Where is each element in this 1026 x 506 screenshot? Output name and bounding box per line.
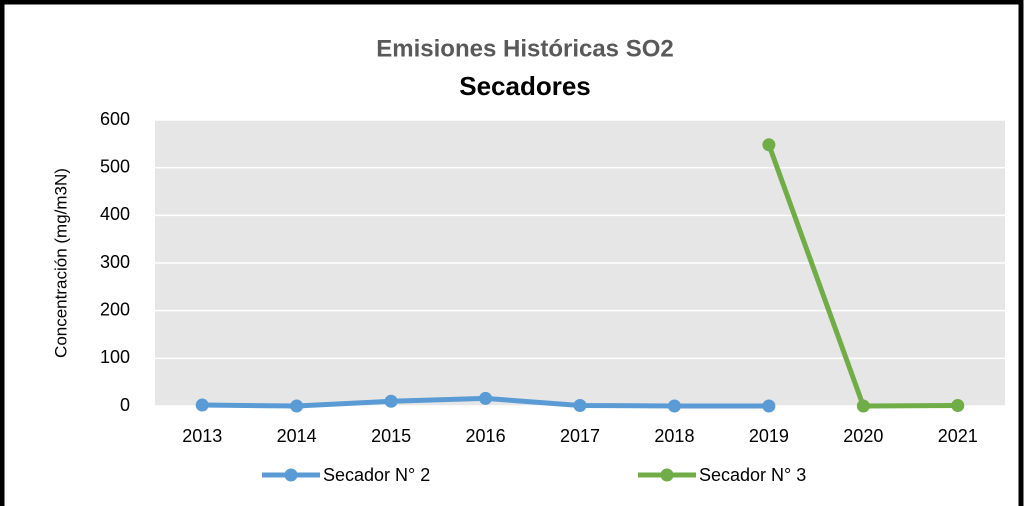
data-point bbox=[479, 391, 493, 405]
x-tick-label: 2014 bbox=[277, 426, 317, 446]
y-tick-label: 500 bbox=[100, 156, 130, 176]
y-axis-label: Concentración (mg/m3N) bbox=[51, 168, 70, 358]
x-tick-label: 2015 bbox=[371, 426, 411, 446]
legend-label: Secador N° 2 bbox=[323, 465, 430, 485]
data-point bbox=[573, 399, 587, 413]
chart-title: Emisiones Históricas SO2 bbox=[376, 35, 673, 62]
x-tick-label: 2021 bbox=[938, 426, 978, 446]
y-tick-label: 600 bbox=[100, 109, 130, 129]
y-tick-label: 100 bbox=[100, 347, 130, 367]
data-point bbox=[762, 399, 776, 413]
data-point bbox=[762, 138, 776, 152]
data-point bbox=[384, 394, 398, 408]
x-tick-label: 2017 bbox=[560, 426, 600, 446]
x-tick-label: 2020 bbox=[843, 426, 883, 446]
x-tick-label: 2018 bbox=[654, 426, 694, 446]
y-tick-label: 0 bbox=[120, 395, 130, 415]
legend-marker bbox=[284, 468, 298, 482]
chart-subtitle: Secadores bbox=[459, 71, 591, 101]
data-point bbox=[951, 399, 965, 413]
data-point bbox=[856, 399, 870, 413]
y-tick-label: 300 bbox=[100, 252, 130, 272]
y-tick-label: 200 bbox=[100, 299, 130, 319]
data-point bbox=[290, 399, 304, 413]
legend-marker bbox=[660, 468, 674, 482]
x-tick-label: 2013 bbox=[182, 426, 222, 446]
x-tick-label: 2016 bbox=[466, 426, 506, 446]
data-point bbox=[667, 399, 681, 413]
y-tick-label: 400 bbox=[100, 204, 130, 224]
legend-label: Secador N° 3 bbox=[699, 465, 806, 485]
data-point bbox=[195, 398, 209, 412]
x-tick-label: 2019 bbox=[749, 426, 789, 446]
